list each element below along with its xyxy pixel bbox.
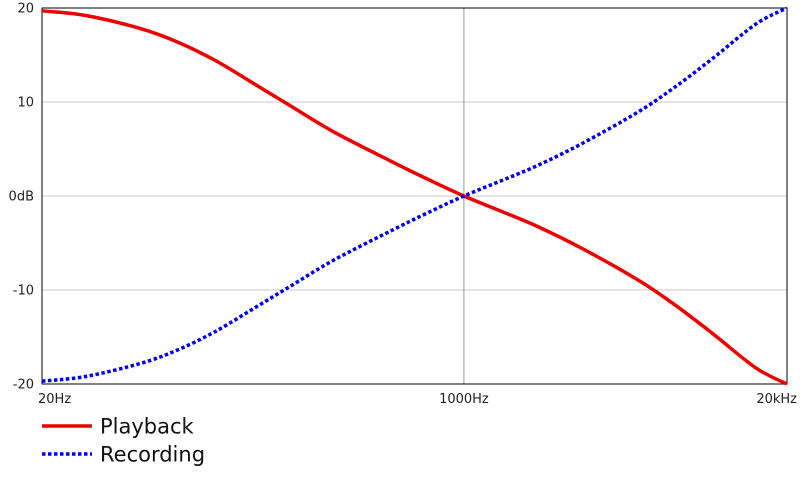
series-line-playback [41,9,788,386]
series-line-recording [41,6,788,383]
tick-labels: 20 10 0dB -10 -20 20Hz 1000Hz 20kHz [9,2,798,408]
legend: Playback Recording [42,415,205,467]
legend-label-recording: Recording [100,443,205,467]
x-tick-label-0: 20Hz [38,392,71,407]
y-tick-label-4: -20 [13,378,34,393]
series-layer [41,6,788,386]
y-tick-label-0: 20 [17,2,34,17]
y-tick-label-2: 0dB [9,190,34,205]
y-tick-label-3: -10 [13,284,34,299]
x-tick-label-1: 1000Hz [439,392,489,407]
y-tick-label-1: 10 [17,96,34,111]
plot-frame [41,7,788,385]
x-tick-label-2: 20kHz [756,392,797,407]
legend-label-playback: Playback [100,415,195,439]
